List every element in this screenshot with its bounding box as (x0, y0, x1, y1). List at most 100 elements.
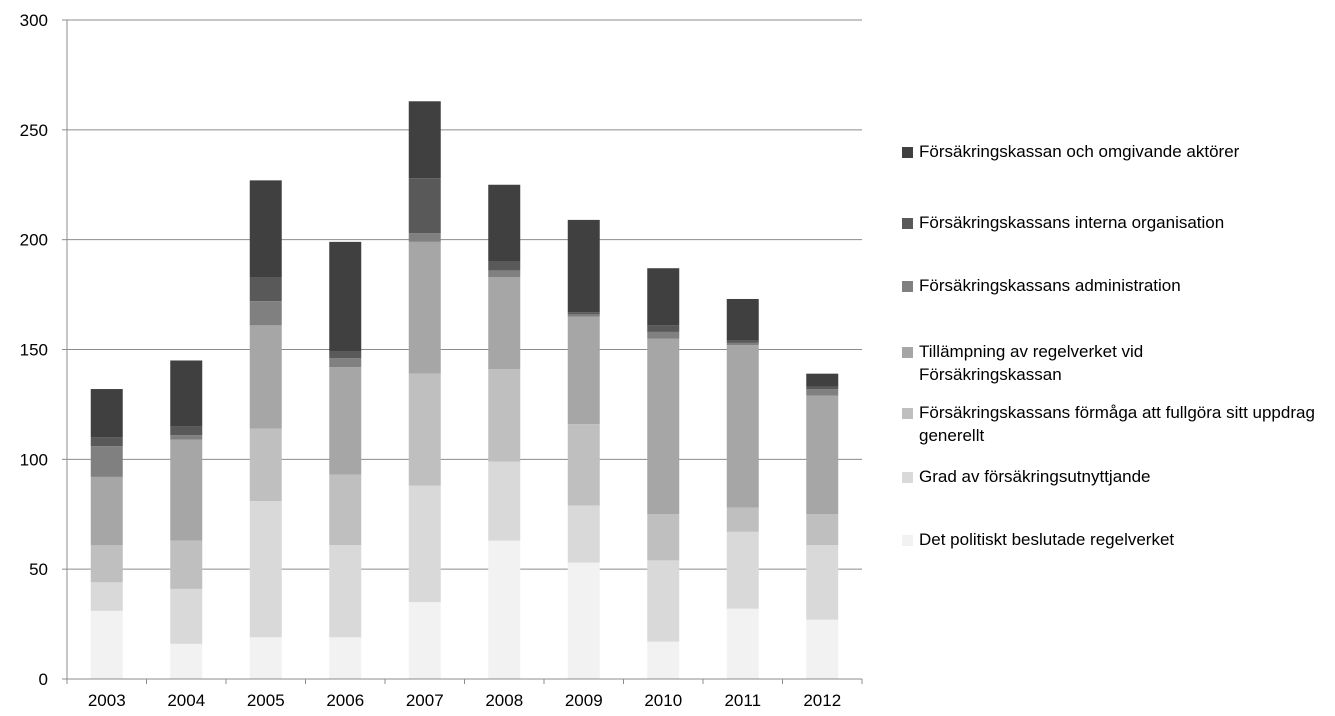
bar-segment (647, 514, 680, 561)
bar-segment (647, 338, 680, 515)
legend-label: Försäkringskassans förmåga att fullgöra … (919, 403, 1315, 445)
y-tick-label: 0 (39, 670, 48, 689)
bar-segment (170, 643, 203, 679)
bar-segment (408, 373, 441, 486)
bar-segment (408, 233, 441, 242)
legend-label: Försäkringskassan och omgivande aktörer (919, 142, 1240, 161)
bar-segment (329, 358, 362, 368)
bar-segment (90, 545, 123, 583)
bar-segment (249, 325, 282, 429)
bar-segment (249, 301, 282, 326)
axes (62, 19, 863, 684)
x-tick-label: 2008 (485, 691, 523, 710)
bar-segment (806, 389, 839, 396)
bar-segment (329, 351, 362, 359)
x-tick-label: 2009 (565, 691, 603, 710)
bar-segment (249, 428, 282, 502)
bar-segment (408, 178, 441, 234)
bar-segment (329, 367, 362, 475)
bar-segment (488, 261, 521, 271)
bar-segment (726, 298, 759, 341)
bar-segment (726, 608, 759, 679)
legend-swatch (902, 281, 913, 292)
bar-segment (726, 507, 759, 532)
bar-segment (170, 435, 203, 440)
legend-swatch (902, 218, 913, 229)
bar-segment (90, 389, 123, 438)
bar-segment (170, 426, 203, 436)
x-tick-label: 2005 (247, 691, 285, 710)
bar-segment (806, 619, 839, 679)
y-tick-label: 250 (20, 121, 48, 140)
bar-segment (567, 424, 600, 506)
bar-segment (408, 241, 441, 374)
bar-segment (647, 641, 680, 679)
legend-swatch (902, 347, 913, 358)
y-tick-label: 150 (20, 341, 48, 360)
legend-label: Försäkringskassans administration (919, 276, 1181, 295)
bar-segment (408, 485, 441, 603)
y-axis-tick-labels: 0 50 100 150 200 250 300 (20, 11, 48, 689)
bar-segment (249, 501, 282, 638)
legend-label: Tillämpning av regelverket vid Försäkrin… (919, 342, 1144, 384)
legend-swatch (902, 535, 913, 546)
bar-segment (488, 461, 521, 541)
bar-segment (90, 610, 123, 679)
x-tick-label: 2010 (644, 691, 682, 710)
legend-item: Det politiskt beslutade regelverket (902, 528, 1332, 551)
bar-segment (726, 531, 759, 609)
x-tick-label: 2007 (406, 691, 444, 710)
bar-segment (170, 540, 203, 589)
bar-segment (90, 437, 123, 447)
bar-segment (329, 241, 362, 352)
x-tick-label: 2006 (326, 691, 364, 710)
bar-segment (170, 439, 203, 541)
legend-item: Försäkringskassan och omgivande aktörer (902, 140, 1332, 163)
y-tick-label: 200 (20, 231, 48, 250)
bar-segment (249, 637, 282, 679)
legend-item: Grad av försäkringsutnyttjande (902, 465, 1332, 488)
bar-segment (726, 342, 759, 346)
bar-segment (488, 369, 521, 462)
bar-segment (488, 540, 521, 679)
legend-label: Försäkringskassans interna organisation (919, 213, 1225, 232)
bar-segment (567, 314, 600, 317)
bar-segment (726, 340, 759, 343)
bar-segment (647, 268, 680, 326)
legend-swatch (902, 147, 913, 158)
bar-segment (488, 277, 521, 370)
bar-segment (408, 101, 441, 179)
x-tick-label: 2003 (88, 691, 126, 710)
bar-segment (249, 277, 282, 302)
bar-segment (90, 582, 123, 611)
bar-segment (170, 360, 203, 427)
legend-swatch (902, 472, 913, 483)
bar-segment (170, 588, 203, 644)
bar-segment (647, 560, 680, 642)
bar-segment (488, 184, 521, 262)
bar-segment (647, 325, 680, 332)
x-tick-label: 2012 (803, 691, 841, 710)
bar-segment (90, 446, 123, 477)
bar-segment (647, 331, 680, 339)
x-tick-label: 2004 (167, 691, 205, 710)
bars (90, 101, 839, 679)
legend-item: Försäkringskassans förmåga att fullgöra … (902, 401, 1332, 447)
bar-segment (329, 474, 362, 546)
bar-segment (567, 219, 600, 313)
bar-segment (488, 270, 521, 278)
bar-segment (806, 373, 839, 387)
bar-segment (806, 545, 839, 620)
legend-item: Tillämpning av regelverket vid Försäkrin… (902, 340, 1282, 386)
legend-label: Det politiskt beslutade regelverket (919, 530, 1175, 549)
bar-segment (249, 180, 282, 278)
bar-segment (806, 514, 839, 546)
legend-swatch (902, 408, 913, 419)
legend-item: Försäkringskassans interna organisation (902, 211, 1332, 234)
bar-segment (329, 545, 362, 638)
y-tick-label: 300 (20, 11, 48, 30)
bar-segment (567, 505, 600, 563)
y-tick-label: 50 (29, 560, 48, 579)
legend-item: Försäkringskassans administration (902, 274, 1332, 297)
